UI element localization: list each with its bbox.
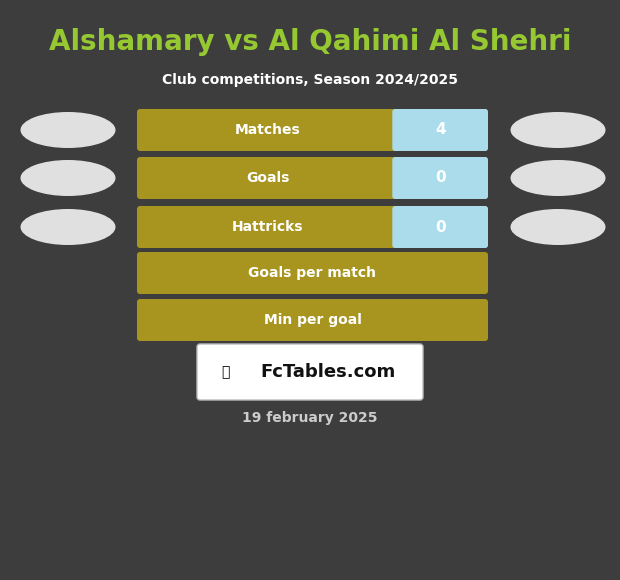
Text: Min per goal: Min per goal — [264, 313, 361, 327]
Text: 19 february 2025: 19 february 2025 — [242, 411, 378, 425]
FancyBboxPatch shape — [392, 206, 488, 248]
FancyBboxPatch shape — [137, 206, 488, 248]
Ellipse shape — [20, 112, 115, 148]
FancyBboxPatch shape — [137, 252, 488, 294]
Text: Goals per match: Goals per match — [249, 266, 376, 280]
Text: FcTables.com: FcTables.com — [260, 363, 395, 381]
Text: Club competitions, Season 2024/2025: Club competitions, Season 2024/2025 — [162, 73, 458, 87]
Ellipse shape — [510, 160, 606, 196]
Text: Matches: Matches — [235, 123, 301, 137]
FancyBboxPatch shape — [137, 109, 488, 151]
FancyBboxPatch shape — [197, 344, 423, 400]
Text: 📊: 📊 — [221, 365, 229, 379]
Ellipse shape — [510, 112, 606, 148]
FancyBboxPatch shape — [392, 109, 488, 151]
FancyBboxPatch shape — [392, 157, 488, 199]
Ellipse shape — [20, 209, 115, 245]
Text: Alshamary vs Al Qahimi Al Shehri: Alshamary vs Al Qahimi Al Shehri — [49, 28, 571, 56]
FancyBboxPatch shape — [137, 299, 488, 341]
Text: 0: 0 — [435, 219, 445, 234]
Text: Goals: Goals — [246, 171, 290, 185]
Text: Hattricks: Hattricks — [232, 220, 303, 234]
Text: 0: 0 — [435, 171, 445, 186]
Ellipse shape — [510, 209, 606, 245]
Ellipse shape — [20, 160, 115, 196]
FancyBboxPatch shape — [137, 157, 488, 199]
Text: 4: 4 — [435, 122, 445, 137]
